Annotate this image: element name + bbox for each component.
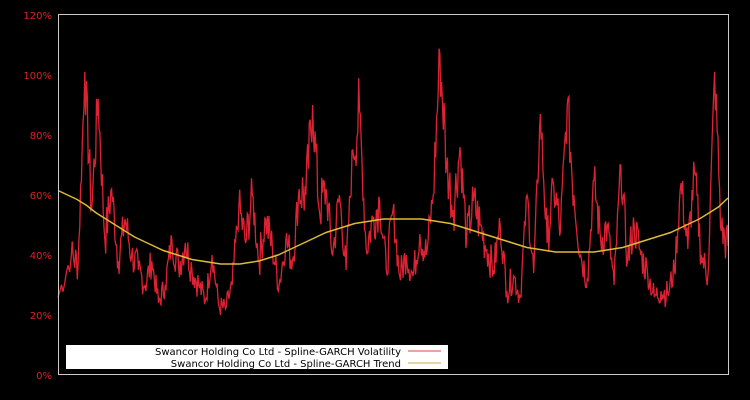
trend-line: [57, 189, 729, 265]
plot-frame: [58, 14, 729, 375]
legend-label-volatility: Swancor Holding Co Ltd - Spline-GARCH Vo…: [155, 347, 401, 358]
plot-area: [57, 48, 729, 316]
legend: Swancor Holding Co Ltd - Spline-GARCH Vo…: [66, 345, 448, 370]
y-tick-label: 80%: [30, 131, 52, 142]
legend-box: [66, 345, 448, 369]
legend-label-trend: Swancor Holding Co Ltd - Spline-GARCH Tr…: [171, 359, 401, 370]
y-tick-label: 0%: [36, 371, 52, 382]
y-tick-label: 60%: [30, 191, 52, 202]
y-tick-label: 40%: [30, 251, 52, 262]
y-tick-label: 20%: [30, 311, 52, 322]
volatility-line: [57, 48, 729, 316]
y-tick-label: 120%: [23, 11, 52, 22]
y-tick-label: 100%: [23, 71, 52, 82]
y-axis: 0% 20% 40% 60% 80% 100% 120%: [23, 11, 52, 382]
